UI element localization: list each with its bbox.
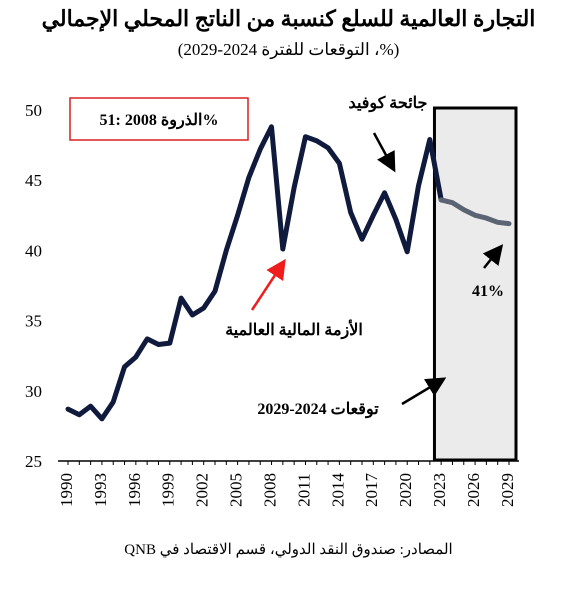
x-tick-label: 2017 [362, 473, 381, 508]
peak-annotation-text: الذروة 2008 :51% [100, 112, 219, 130]
y-tick-label: 40 [25, 241, 42, 260]
source-note: المصادر: صندوق النقد الدولي، قسم الاقتصا… [124, 542, 453, 558]
x-tick-label: 2002 [193, 473, 212, 507]
chart-subtitle: (%، التوقعات للفترة 2024-2029) [177, 40, 400, 59]
x-tick-label: 2005 [227, 473, 246, 507]
forecast-arrow [401, 377, 447, 406]
chart-title: التجارة العالمية للسلع كنسبة من الناتج ا… [41, 6, 536, 31]
x-tick-label: 1999 [159, 473, 178, 507]
x-tick-label: 1996 [125, 473, 144, 507]
x-tick-label: 2026 [464, 473, 483, 507]
peak-annotation-box [69, 97, 249, 141]
x-tick-label: 1993 [91, 473, 110, 507]
y-tick-label: 30 [25, 382, 42, 401]
x-tick-label: 2023 [430, 473, 449, 507]
x-tick-label: 1990 [57, 473, 76, 507]
end-value-label: 41% [472, 283, 504, 300]
gfc-annotation-text: الأزمة المالية العالمية [225, 319, 363, 340]
forecast-series-line [438, 197, 512, 227]
x-tick-label: 2020 [396, 473, 415, 507]
end-value-arrow [482, 244, 504, 269]
y-tick-label: 35 [25, 312, 42, 331]
x-tick-label: 2014 [328, 473, 347, 508]
x-tick-label: 2011 [294, 473, 313, 506]
history-series-line [65, 124, 444, 422]
forecast-annotation-text: توقعات 2024-2029 [257, 401, 379, 419]
covid-annotation-text: جائحة كوفيد [349, 95, 428, 113]
y-tick-label: 50 [25, 101, 42, 120]
forecast-band [432, 106, 518, 462]
chart-canvas: 25 30 35 40 45 50 1990 1993 1996 1999 2002 2005 200… [25, 95, 519, 508]
x-axis: 1990 1993 1996 1999 2002 2005 2008 2011 2014 2017… [57, 460, 519, 508]
y-tick-label: 25 [25, 452, 42, 471]
gfc-arrow [250, 258, 286, 311]
x-tick-label: 2029 [498, 473, 517, 507]
y-axis: 25 30 35 40 45 50 [25, 101, 42, 471]
y-tick-label: 45 [25, 171, 42, 190]
covid-arrow [372, 132, 396, 173]
x-tick-label: 2008 [260, 473, 279, 507]
